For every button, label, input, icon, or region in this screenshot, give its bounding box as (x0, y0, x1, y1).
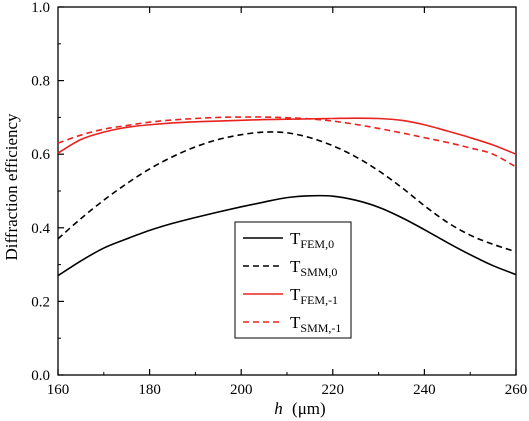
x-axis-unit: (μm) (292, 399, 326, 418)
series-line-smm-1 (57, 116, 517, 168)
legend-entry-subscript: SMM,-1 (300, 321, 341, 335)
y-axis-label: Diffraction efficiency (2, 113, 21, 261)
legend-entry: TFEM,0 (290, 229, 334, 251)
legend-entry-subscript: SMM,0 (300, 265, 337, 279)
legend-entry: TSMM,0 (290, 257, 337, 279)
legend-box (234, 221, 352, 339)
legend-entry-name: T (290, 257, 301, 276)
x-tick-label: 240 (413, 382, 436, 398)
x-tick-label: 180 (138, 382, 161, 398)
y-tick-label: 0.2 (31, 294, 50, 310)
y-tick-label: 1.0 (31, 0, 50, 16)
legend-entry-name: T (290, 229, 301, 248)
legend-entry: TSMM,-1 (290, 313, 341, 335)
legend-entry-subscript: FEM,-1 (300, 293, 338, 307)
y-tick-label: 0.6 (31, 147, 50, 163)
x-axis-variable: h (274, 399, 283, 418)
y-tick-label: 0.0 (31, 368, 50, 384)
x-tick-label: 260 (505, 382, 528, 398)
x-tick-label: 200 (230, 382, 253, 398)
x-tick-label: 220 (322, 382, 345, 398)
legend-entry: TFEM,-1 (290, 285, 338, 307)
x-axis-label: h (μm) (274, 399, 325, 418)
series-layer (57, 116, 517, 277)
legend-entry-name: T (290, 285, 301, 304)
x-tick-label: 160 (47, 382, 70, 398)
axes: 160 180 200 220 240 260 0.0 0.2 0.4 0.6 0.8 1.0 (31, 0, 527, 398)
y-tick-label: 0.4 (31, 221, 50, 237)
legend-entry-name: T (290, 313, 301, 332)
series-line-fem-1 (57, 117, 517, 155)
y-tick-label: 0.8 (31, 74, 50, 90)
series-line-fem-0 (57, 194, 517, 277)
legend-entry-subscript: FEM,0 (300, 237, 334, 251)
